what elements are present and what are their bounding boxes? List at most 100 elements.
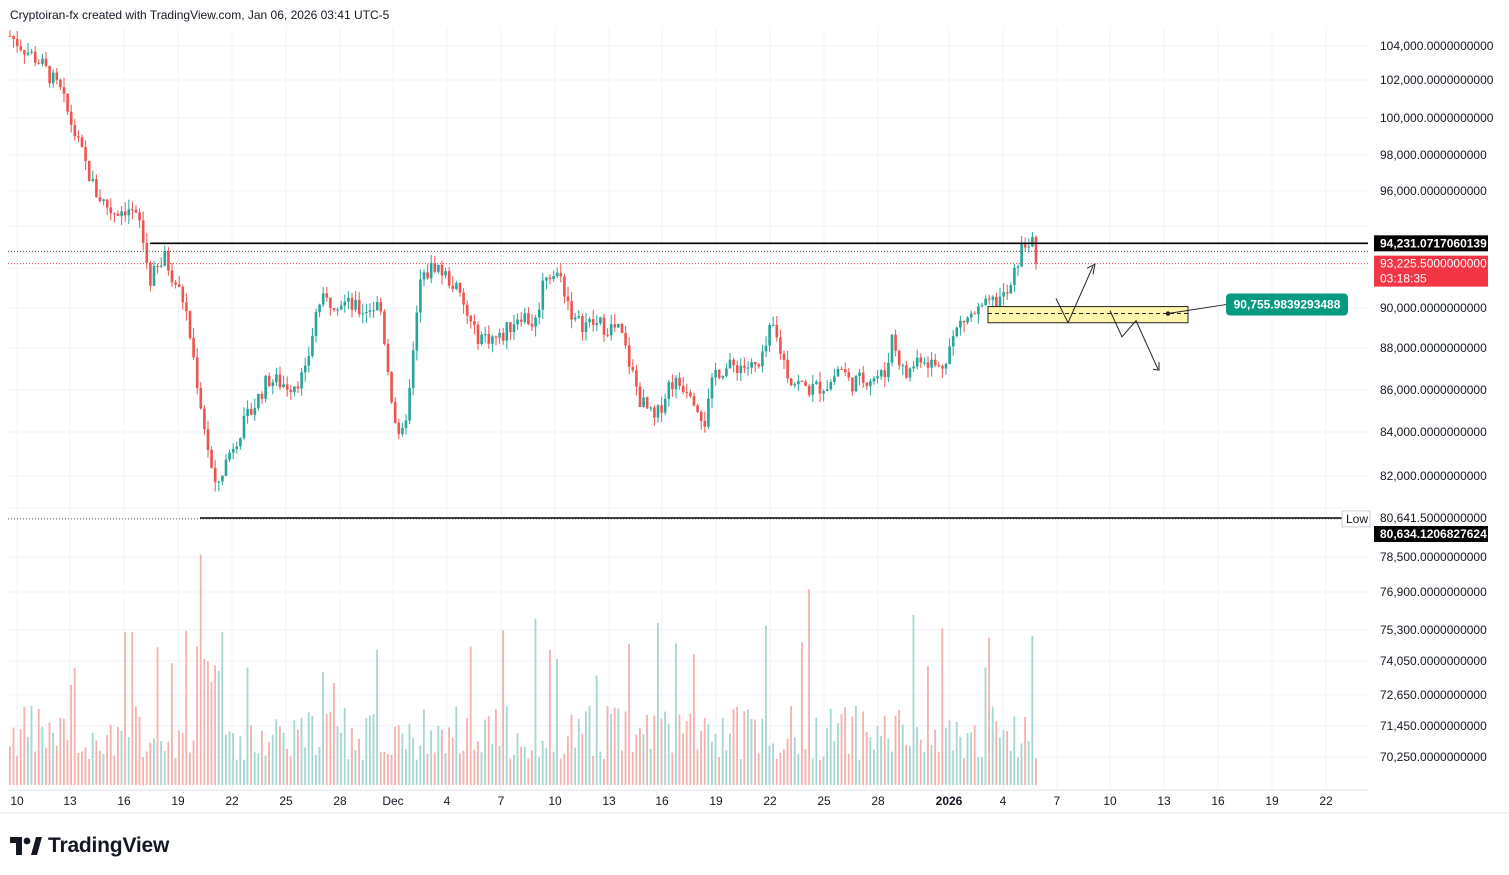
candle-body xyxy=(37,62,41,64)
volume-bar xyxy=(833,741,836,785)
candle-body xyxy=(566,296,570,302)
volume-bar xyxy=(826,728,828,785)
candle-body xyxy=(159,265,163,267)
candle-body xyxy=(415,312,419,351)
candle-body xyxy=(105,199,109,208)
volume-bar xyxy=(999,737,1001,785)
candle-body xyxy=(433,263,437,272)
volume-bar xyxy=(469,646,472,785)
low-tag-box xyxy=(1341,510,1371,528)
volume-bar xyxy=(840,714,843,785)
demand-zone[interactable] xyxy=(987,306,1189,324)
volume-bar xyxy=(63,718,65,785)
candle-body xyxy=(487,333,491,344)
candle-body xyxy=(365,312,368,314)
candle-body xyxy=(350,297,354,310)
volume-bar xyxy=(498,746,501,785)
volume-bar xyxy=(304,747,306,785)
volume-bar xyxy=(487,716,490,785)
candle-body xyxy=(260,393,264,399)
volume-bar xyxy=(678,714,681,785)
candle-body xyxy=(48,65,51,84)
candle-body xyxy=(541,280,545,310)
candle-body xyxy=(523,313,527,322)
volume-bar xyxy=(322,672,324,785)
candle-body xyxy=(368,310,372,313)
volume-bar xyxy=(70,684,72,785)
volume-bar xyxy=(981,756,983,785)
volume-bar xyxy=(646,714,648,785)
tradingview-logo[interactable]: TradingView xyxy=(10,832,169,860)
volume-bar xyxy=(196,646,198,785)
volume-bar xyxy=(660,718,663,785)
y-tick-label: 70,250.0000000000 xyxy=(1380,750,1487,764)
volume-bar xyxy=(286,748,288,785)
volume-bar xyxy=(199,554,202,785)
candle-body xyxy=(30,51,33,53)
volume-bar xyxy=(268,741,270,785)
volume-bar xyxy=(113,755,116,785)
candle-body xyxy=(1023,243,1027,248)
volume-bar xyxy=(790,706,792,785)
candle-body xyxy=(573,317,577,320)
volume-bar xyxy=(1035,758,1037,785)
volume-bar xyxy=(657,623,659,785)
low-tag-text: Low xyxy=(1346,512,1368,526)
bearish-scenario-arrow[interactable] xyxy=(1109,310,1159,370)
volume-bar xyxy=(545,747,548,785)
volume-bar xyxy=(1027,741,1030,785)
volume-bar xyxy=(865,731,868,785)
candle-body xyxy=(739,365,743,374)
volume-bar xyxy=(693,654,695,785)
candle-body xyxy=(581,316,584,333)
candle-body xyxy=(228,452,231,460)
candle-body xyxy=(987,298,991,300)
volume-bar xyxy=(369,715,371,785)
candle-body xyxy=(905,365,908,378)
volume-bar xyxy=(927,666,929,785)
bullish-scenario-arrow[interactable] xyxy=(1055,265,1094,324)
candle-body xyxy=(948,346,951,364)
support-price-badge xyxy=(1374,525,1488,542)
volume-bar xyxy=(516,733,519,785)
volume-bar xyxy=(167,741,170,785)
volume-bar xyxy=(401,733,404,785)
volume-bar xyxy=(952,750,954,785)
candle-body xyxy=(746,367,750,369)
volume-bar xyxy=(451,737,454,785)
candle-body xyxy=(19,46,23,51)
volume-bar xyxy=(603,758,605,785)
candle-body xyxy=(131,209,134,211)
volume-bar xyxy=(898,710,900,785)
candle-body xyxy=(861,372,865,383)
candle-body xyxy=(476,324,480,344)
candle-body xyxy=(869,381,872,387)
price-chart[interactable]: 104,000.0000000000 102,000.0000000000 100,… xyxy=(0,0,1509,820)
volume-bar xyxy=(855,705,857,785)
y-tick-label: 88,000.0000000000 xyxy=(1380,341,1487,355)
volume-bar xyxy=(250,725,252,785)
price-axis: 104,000.0000000000 102,000.0000000000 100,… xyxy=(1380,39,1494,764)
zone-anchor-dot[interactable] xyxy=(1165,311,1171,316)
candle-body xyxy=(23,50,26,55)
volume-bar xyxy=(721,717,724,785)
candle-body xyxy=(512,324,516,333)
candle-body xyxy=(444,271,447,276)
volume-bar xyxy=(45,747,47,785)
candle-body xyxy=(757,364,761,367)
candle-body xyxy=(548,277,552,280)
volume-bar xyxy=(102,754,105,785)
y-tick-label: 74,050.0000000000 xyxy=(1380,654,1487,668)
volume-bar xyxy=(649,748,652,785)
volume-bar xyxy=(887,738,890,785)
volume-bar xyxy=(77,753,80,785)
candle-body xyxy=(825,389,829,392)
candle-body xyxy=(930,359,933,368)
volume-bar xyxy=(948,720,951,785)
y-tick-label: 100,000.0000000000 xyxy=(1380,111,1494,125)
candle-body xyxy=(379,302,383,312)
volume-bar xyxy=(12,727,15,785)
candle-body xyxy=(973,313,977,315)
candle-body xyxy=(174,282,177,285)
candle-body xyxy=(519,319,523,322)
